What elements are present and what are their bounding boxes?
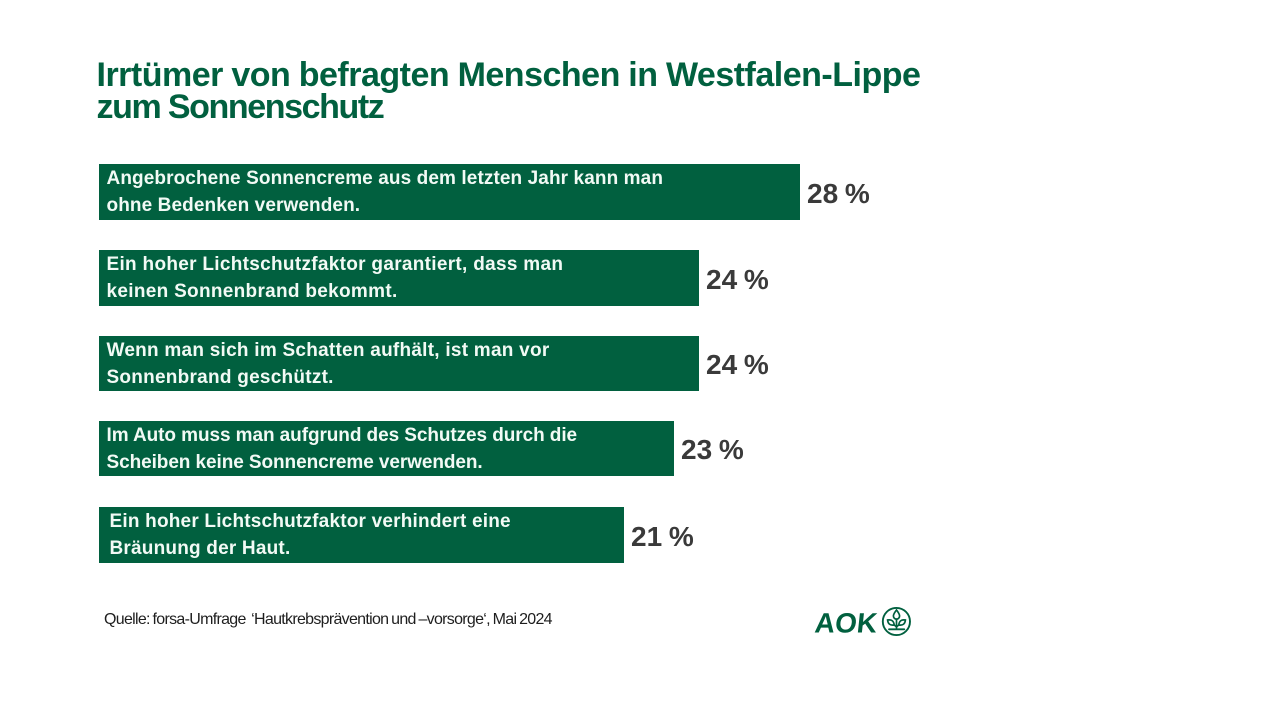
- svg-text:AOK: AOK: [813, 608, 878, 639]
